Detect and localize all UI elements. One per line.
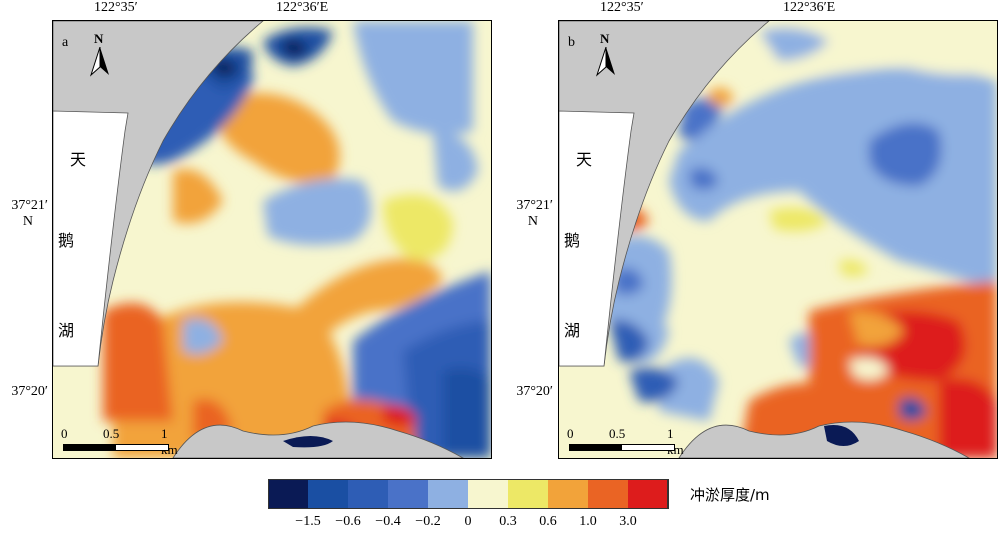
lake-char-3: 湖	[58, 321, 75, 340]
legend-label: 1.0	[579, 514, 597, 529]
legend-label: 0.6	[539, 514, 557, 529]
scale-bar: 0 0.5 1 km	[61, 426, 178, 457]
lake-char-1: 天	[70, 150, 87, 169]
legend-swatch	[468, 479, 509, 509]
legend-swatch	[428, 479, 469, 509]
lat-label-b-1: 37°21′ N	[516, 198, 553, 229]
lat-label-a-2: 37°20′	[11, 384, 48, 399]
scale-label-1km: 1 km	[161, 426, 178, 457]
lat-n-a: N	[22, 214, 33, 229]
lat-label-b-2: 37°20′	[516, 384, 553, 399]
lon-tick-a2: 122°36′E	[276, 0, 329, 15]
erosion-map-a	[53, 21, 491, 458]
legend-label: −0.6	[335, 514, 361, 529]
erosion-map-b	[559, 21, 997, 458]
legend-label: −0.2	[415, 514, 441, 529]
scale-label-0: 0	[61, 426, 68, 441]
legend-swatch	[388, 479, 429, 509]
legend-swatch	[628, 479, 669, 509]
legend-swatch	[508, 479, 549, 509]
lake-char-2: 鹅	[564, 231, 581, 250]
lon-tick-b1: 122°35′	[600, 0, 644, 15]
lat-label-a-1: 37°21′ N	[11, 198, 48, 229]
legend-swatch	[268, 479, 309, 509]
scale-label-1km: 1 km	[667, 426, 684, 457]
map-panel-a: a N 天 鹅 湖 0 0.5 1 km	[52, 20, 492, 459]
lat-n-b: N	[527, 214, 538, 229]
map-panel-b: b N 天 鹅 湖 0 0.5 1 km	[558, 20, 998, 459]
legend-swatch	[348, 479, 389, 509]
lon-tick-a1: 122°35′	[94, 0, 138, 15]
legend-label: 0.3	[499, 514, 517, 529]
scale-label-0: 0	[567, 426, 574, 441]
north-arrow-icon: N	[89, 31, 111, 77]
legend-label: 0	[464, 514, 472, 529]
lon-tick-b2: 122°36′E	[783, 0, 836, 15]
lake-char-1: 天	[576, 150, 593, 169]
north-label: N	[94, 31, 104, 46]
lake-char-3: 湖	[564, 321, 581, 340]
legend-swatch	[588, 479, 629, 509]
lake-char-2: 鹅	[58, 231, 75, 250]
legend-label: −0.4	[375, 514, 401, 529]
panel-letter-a: a	[62, 35, 69, 50]
scale-label-05: 0.5	[609, 426, 626, 441]
panel-letter-b: b	[568, 35, 575, 50]
scale-bar: 0 0.5 1 km	[567, 426, 684, 457]
north-arrow-icon: N	[595, 31, 617, 77]
legend-frame	[268, 479, 668, 509]
legend-label: −1.5	[295, 514, 321, 529]
legend-label: 3.0	[619, 514, 637, 529]
north-label: N	[600, 31, 610, 46]
legend-title: 冲淤厚度/m	[690, 486, 770, 504]
scale-label-05: 0.5	[103, 426, 120, 441]
